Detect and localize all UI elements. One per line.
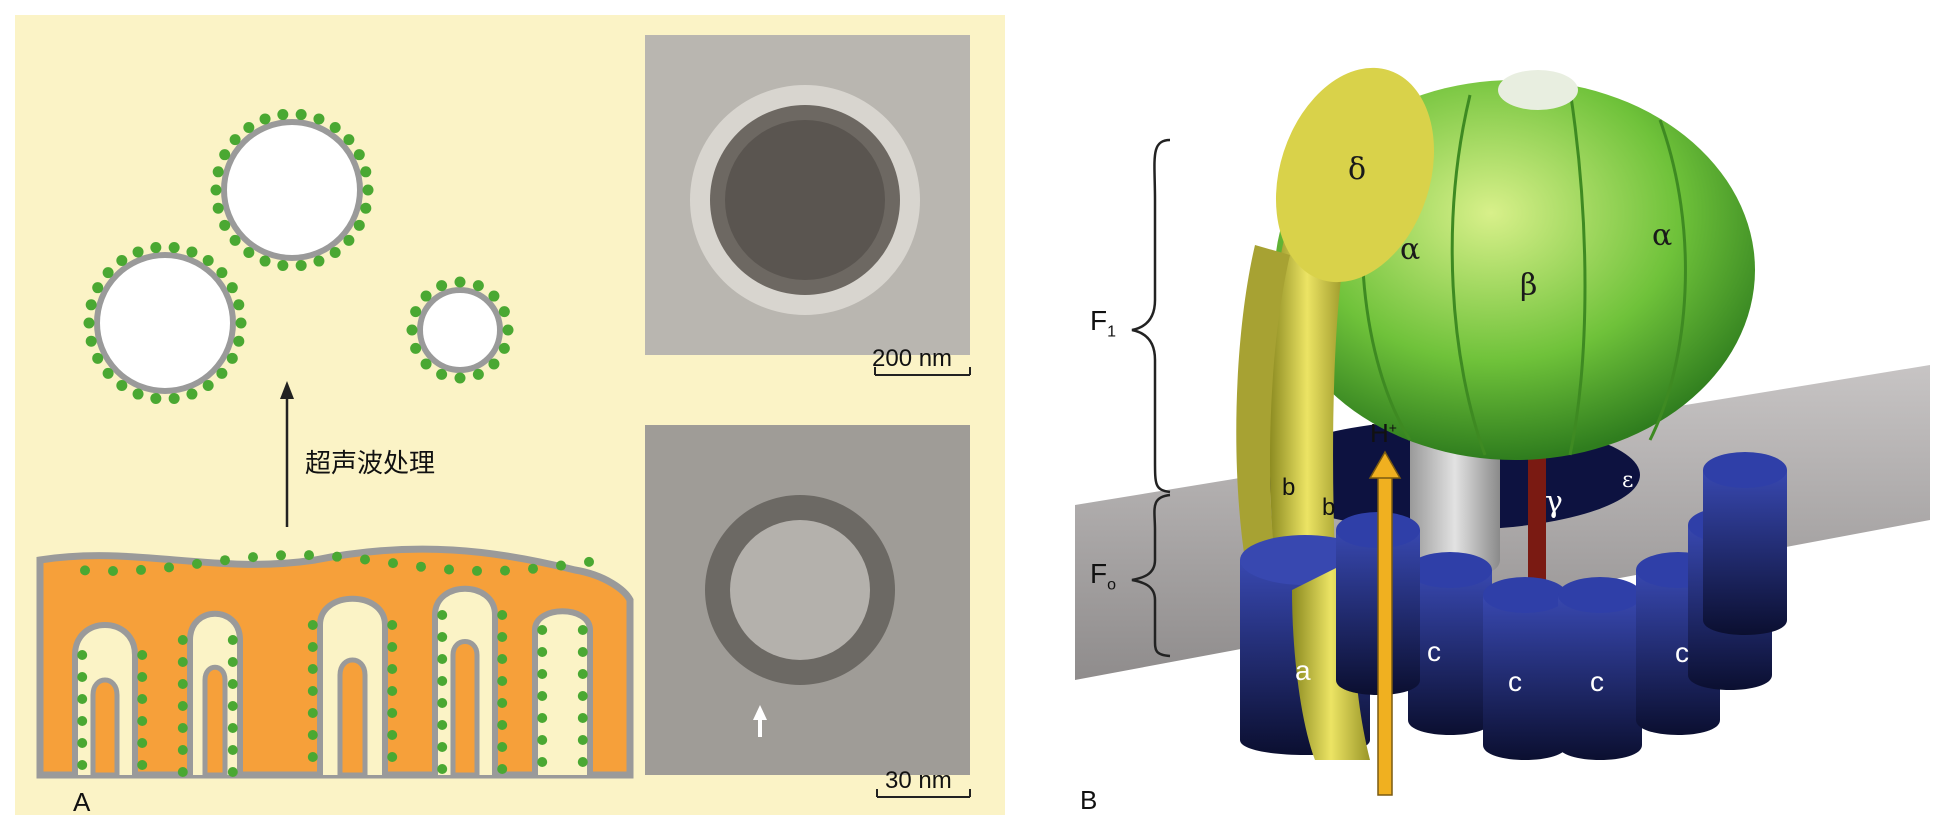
panel-a: 超声波处理 200 nm 30 nm A: [15, 15, 1005, 815]
fo-label: Fo: [1090, 558, 1117, 594]
panel-letter-a: A: [73, 787, 91, 815]
c-label-4: c: [1675, 637, 1689, 668]
proton-arrow: [1368, 450, 1402, 796]
delta-label: δ: [1348, 152, 1367, 187]
membrane-particles: [77, 550, 594, 777]
b-label-2: b: [1322, 494, 1336, 521]
micrograph-bottom: [645, 425, 970, 775]
f1-brace: [1131, 138, 1171, 494]
panel-letter-b: B: [1080, 785, 1098, 815]
micrograph-top: [645, 35, 970, 355]
panel-b: F1 Fo H+ δ α β α γ ε b b a c c c c B: [1030, 0, 1934, 834]
scale-bar-top: [874, 367, 971, 376]
c-label-1: c: [1427, 636, 1441, 667]
proton-label: H+: [1370, 418, 1397, 448]
sonication-label: 超声波处理: [305, 449, 436, 479]
beta-label: β: [1520, 268, 1538, 303]
mitochondrion-cristae: [36, 545, 634, 779]
gamma-label: γ: [1545, 485, 1563, 520]
a-label: a: [1295, 655, 1311, 686]
c-label-2: c: [1508, 666, 1522, 697]
scale-bar-bottom: [876, 789, 971, 798]
gamma-subunit: [1410, 430, 1500, 579]
scale-label-top: 200 nm: [872, 345, 953, 372]
scale-label-bottom: 30 nm: [885, 767, 952, 794]
atp-synthase-illustration: [1075, 67, 1930, 796]
alpha-left-label: α: [1400, 232, 1421, 267]
fo-brace: [1131, 493, 1171, 658]
f1-label: F1: [1090, 305, 1117, 341]
panel-a-illustration: [36, 35, 971, 798]
epsilon-label: ε: [1622, 468, 1634, 493]
vesicle-large-top: [221, 119, 363, 261]
vesicle-particles: [83, 109, 514, 404]
epsilon-subunit: [1528, 455, 1546, 580]
vesicle-left: [94, 252, 236, 394]
vesicle-small: [417, 287, 503, 373]
alpha-right-label: α: [1652, 218, 1673, 253]
b-label-1: b: [1282, 474, 1296, 501]
c-label-3: c: [1590, 666, 1604, 697]
sonication-arrow: [280, 381, 294, 527]
